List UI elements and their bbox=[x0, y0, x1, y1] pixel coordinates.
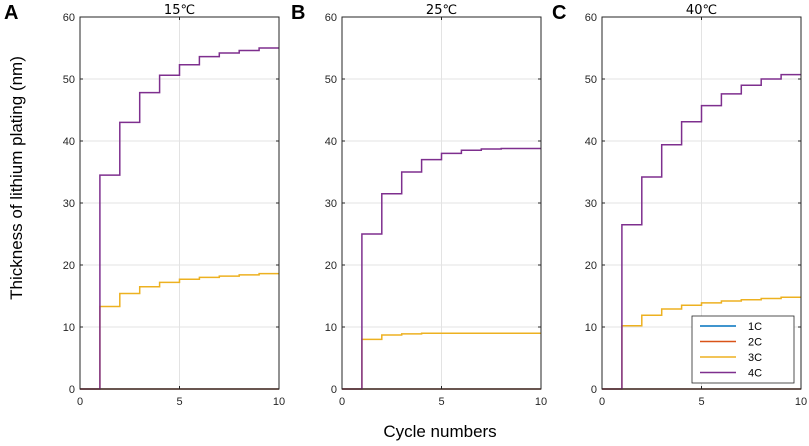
y-tick-label: 50 bbox=[63, 74, 75, 86]
panel-letter: B bbox=[291, 2, 305, 24]
panel-title: 40℃ bbox=[686, 3, 717, 18]
panel-letter: A bbox=[4, 2, 18, 24]
y-tick-label: 0 bbox=[331, 384, 337, 396]
series-4c-line bbox=[342, 147, 541, 390]
y-tick-label: 0 bbox=[69, 384, 75, 396]
y-tick-label: 40 bbox=[585, 136, 597, 148]
legend-label-2c: 2C bbox=[748, 337, 762, 349]
series-3c-line bbox=[602, 296, 801, 390]
legend-label-4c: 4C bbox=[748, 368, 762, 380]
x-tick-label: 10 bbox=[535, 396, 547, 408]
panel-a: 0 10 20 30 40 50 60 0 5 10 15℃ A bbox=[4, 2, 285, 408]
x-tick-label: 5 bbox=[698, 396, 704, 408]
y-tick-label: 60 bbox=[325, 12, 337, 24]
panel-title: 15℃ bbox=[164, 3, 195, 18]
x-tick-label: 5 bbox=[438, 396, 444, 408]
series-4c-line bbox=[602, 73, 801, 390]
y-tick-label: 10 bbox=[63, 322, 75, 334]
y-axis-label: Thickness of lithium plating (nm) bbox=[7, 56, 26, 300]
y-tick-label: 20 bbox=[325, 260, 337, 272]
y-tick-label: 30 bbox=[585, 198, 597, 210]
y-tick-label: 10 bbox=[325, 322, 337, 334]
x-tick-label: 0 bbox=[599, 396, 605, 408]
y-tick-label: 30 bbox=[325, 198, 337, 210]
x-tick-label: 10 bbox=[795, 396, 807, 408]
y-tick-label: 40 bbox=[63, 136, 75, 148]
y-tick-label: 50 bbox=[585, 74, 597, 86]
panel-letter: C bbox=[552, 2, 566, 24]
x-tick-label: 0 bbox=[77, 396, 83, 408]
legend-label-1c: 1C bbox=[748, 321, 762, 333]
panel-b: 0 10 20 30 40 50 60 0 5 10 25℃ B bbox=[291, 2, 547, 408]
x-tick-label: 10 bbox=[273, 396, 285, 408]
y-tick-label: 0 bbox=[591, 384, 597, 396]
legend: 1C 2C 3C 4C bbox=[691, 315, 795, 384]
y-tick-label: 30 bbox=[63, 198, 75, 210]
y-tick-label: 20 bbox=[585, 260, 597, 272]
panel-title: 25℃ bbox=[426, 3, 457, 18]
x-tick-label: 0 bbox=[339, 396, 345, 408]
y-tick-label: 60 bbox=[585, 12, 597, 24]
x-axis-label: Cycle numbers bbox=[383, 422, 496, 441]
y-tick-label: 50 bbox=[325, 74, 337, 86]
series-3c-line bbox=[80, 272, 279, 390]
y-tick-label: 20 bbox=[63, 260, 75, 272]
y-tick-label: 10 bbox=[585, 322, 597, 334]
y-tick-label: 60 bbox=[63, 12, 75, 24]
series-4c-line bbox=[80, 47, 279, 390]
x-tick-label: 5 bbox=[176, 396, 182, 408]
series-3c-line bbox=[342, 332, 541, 390]
legend-label-3c: 3C bbox=[748, 352, 762, 364]
y-tick-label: 40 bbox=[325, 136, 337, 148]
